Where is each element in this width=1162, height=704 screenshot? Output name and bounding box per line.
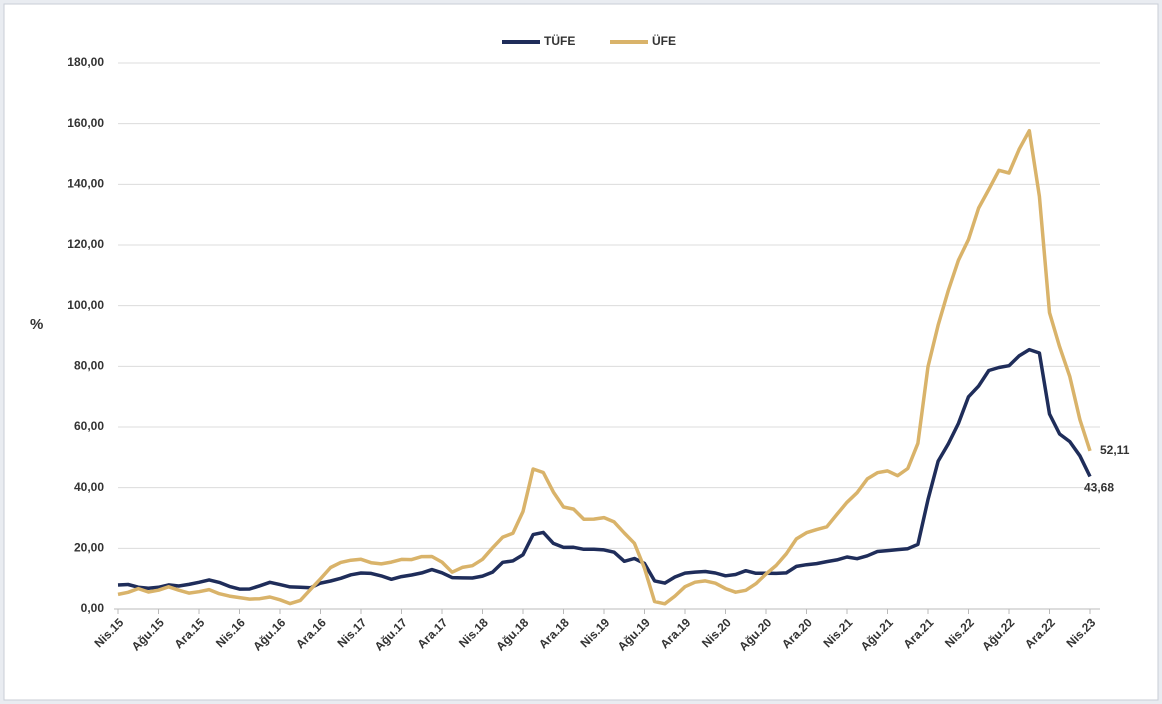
series-line — [117, 347, 1092, 591]
chart-card — [3, 3, 1159, 701]
legend-label: TÜFE — [544, 33, 575, 48]
y-tick-label: 140,00 — [67, 177, 104, 191]
y-tick-label: 20,00 — [74, 541, 104, 555]
y-tick-label: 180,00 — [67, 55, 104, 69]
y-tick-label: 100,00 — [67, 298, 104, 312]
y-tick-label: 120,00 — [67, 237, 104, 251]
y-tick-label: 80,00 — [74, 359, 104, 373]
y-tick-label: 40,00 — [74, 480, 104, 494]
y-axis-label: % — [30, 316, 43, 333]
legend-label: ÜFE — [652, 33, 676, 48]
data-label: 52,11 — [1100, 443, 1130, 457]
y-tick-label: 160,00 — [67, 116, 104, 130]
y-tick-label: 0,00 — [81, 601, 105, 615]
data-label: 43,68 — [1084, 481, 1114, 495]
y-tick-label: 60,00 — [74, 419, 104, 433]
series-line — [117, 128, 1092, 606]
